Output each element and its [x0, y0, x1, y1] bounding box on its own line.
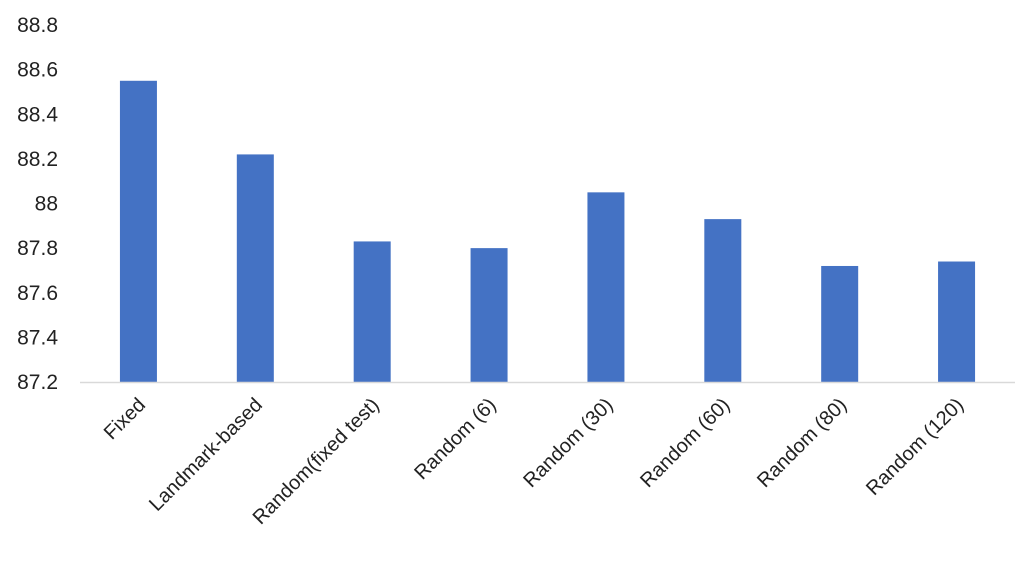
bar-5 — [704, 219, 742, 382]
bars — [119, 80, 976, 382]
x-category-label: Random (80) — [753, 394, 851, 492]
y-tick-label: 88.8 — [17, 14, 58, 37]
bar-4 — [587, 192, 625, 382]
x-category-label: Fixed — [100, 394, 150, 444]
bar-2 — [353, 241, 391, 382]
bar-6 — [821, 265, 859, 382]
y-tick-label: 87.2 — [17, 371, 58, 394]
bar-1 — [236, 154, 274, 382]
x-category-label: Landmark-based — [145, 394, 267, 516]
y-tick-label: 88.4 — [17, 103, 58, 126]
bar-7 — [938, 261, 976, 382]
y-tick-label: 87.4 — [17, 326, 58, 349]
y-tick-label: 88.6 — [17, 59, 58, 82]
x-category-label: Random (60) — [636, 394, 734, 492]
y-tick-label: 87.6 — [17, 282, 58, 305]
y-tick-label: 88 — [35, 193, 58, 216]
y-axis-tick-labels: 87.2 87.4 87.6 87.8 88 88.2 88.4 88.6 88.8 — [17, 14, 58, 394]
x-category-label: Random(fixed test) — [249, 394, 384, 529]
y-tick-label: 87.8 — [17, 237, 58, 260]
bar-0 — [119, 80, 157, 382]
bar-3 — [470, 248, 508, 382]
y-tick-label: 88.2 — [17, 148, 58, 171]
x-category-label: Random (6) — [410, 394, 500, 484]
x-category-label: Random (120) — [862, 394, 968, 500]
x-category-label: Random (30) — [519, 394, 617, 492]
